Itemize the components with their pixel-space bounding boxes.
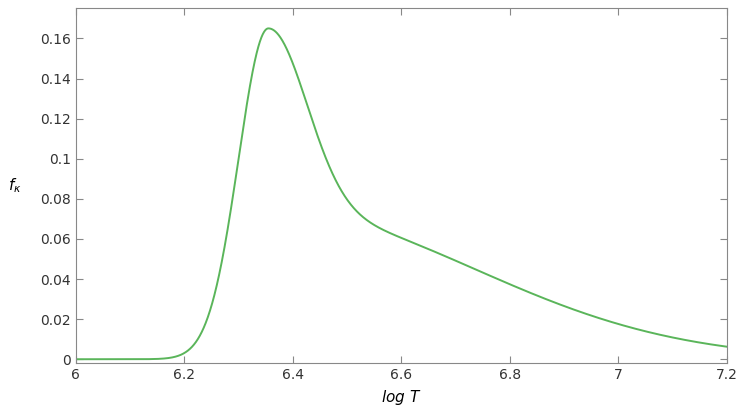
Y-axis label: $f_{\kappa}$: $f_{\kappa}$ — [8, 176, 22, 195]
X-axis label: log $T$: log $T$ — [381, 388, 421, 407]
